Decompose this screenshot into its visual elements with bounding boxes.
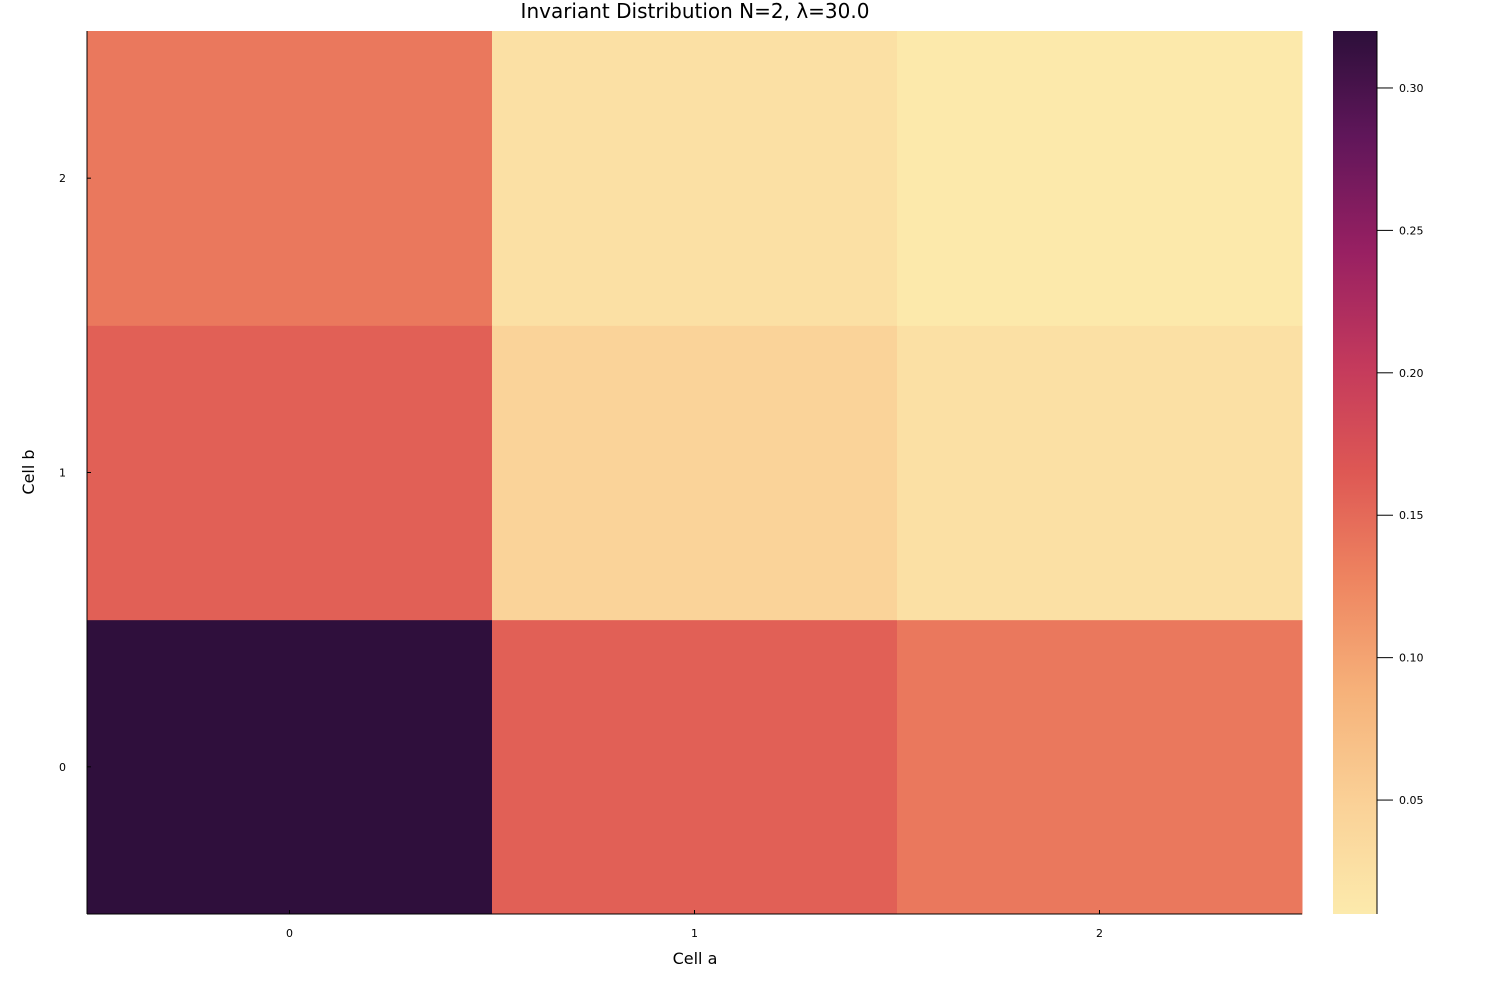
y-tick-label: 2 <box>59 172 66 185</box>
colorbar-gradient <box>1333 31 1377 914</box>
x-tick-label: 2 <box>1096 927 1103 940</box>
heatmap-cell-0-1 <box>87 325 493 621</box>
x-ticks: 0 1 2 <box>286 910 1103 940</box>
heatmap-cell-0-2 <box>87 31 493 326</box>
chart-title: Invariant Distribution N=2, λ=30.0 <box>521 0 870 23</box>
heatmap-cell-0-0 <box>87 619 493 915</box>
y-axis-label: Cell b <box>19 449 38 494</box>
heatmap-cell-1-2 <box>492 31 898 326</box>
colorbar-tick-label: 0.25 <box>1399 224 1424 237</box>
heatmap-cell-1-0 <box>492 619 898 915</box>
colorbar-ticks: 0.05 0.10 0.15 0.20 0.25 0.30 <box>1377 82 1424 807</box>
heatmap-cells <box>87 31 1303 915</box>
colorbar-tick-label: 0.15 <box>1399 509 1424 522</box>
x-tick-label: 1 <box>691 927 698 940</box>
colorbar <box>1333 31 1378 914</box>
heatmap-cell-1-1 <box>492 325 898 621</box>
colorbar-tick-label: 0.20 <box>1399 367 1424 380</box>
heatmap-cell-2-2 <box>897 31 1303 326</box>
heatmap-cell-2-0 <box>897 619 1303 915</box>
x-axis-label: Cell a <box>673 949 718 968</box>
x-tick-label: 0 <box>286 927 293 940</box>
y-ticks: 0 1 2 <box>59 172 91 774</box>
colorbar-tick-label: 0.05 <box>1399 794 1424 807</box>
colorbar-tick-label: 0.10 <box>1399 652 1424 665</box>
y-tick-label: 1 <box>59 467 66 480</box>
colorbar-tick-label: 0.30 <box>1399 82 1424 95</box>
y-tick-label: 0 <box>59 761 66 774</box>
heatmap-cell-2-1 <box>897 325 1303 621</box>
